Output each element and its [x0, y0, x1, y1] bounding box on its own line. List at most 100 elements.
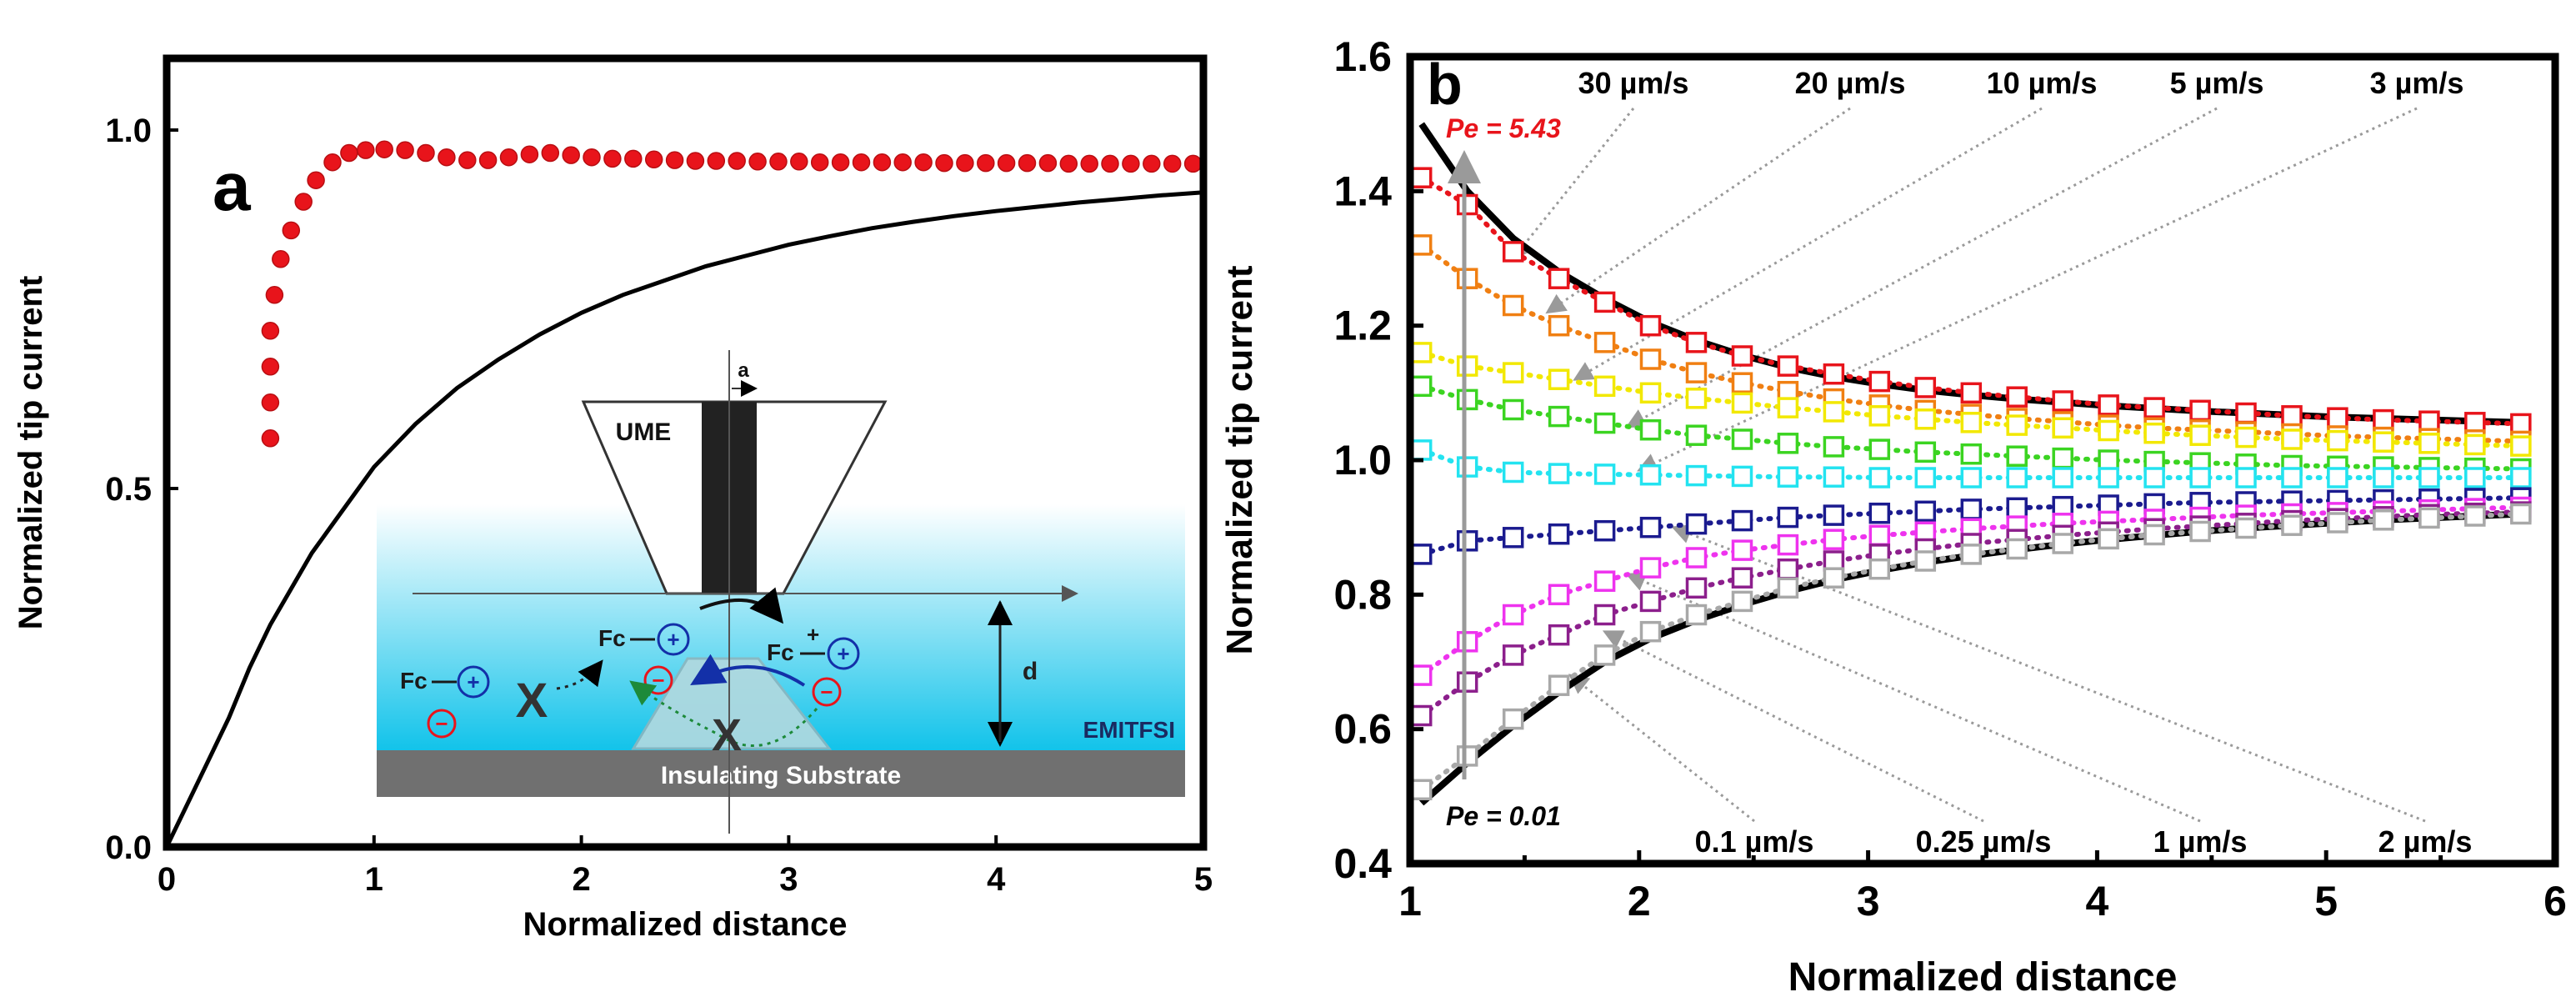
- b-data-point: [2418, 467, 2440, 488]
- a-data-point: [357, 141, 375, 159]
- b-data-point: [1410, 664, 1433, 686]
- b-data-point: [2464, 467, 2486, 488]
- b-x-tick-label: 2: [1628, 878, 1651, 924]
- a-data-point: [686, 152, 705, 170]
- a-theory-curve: [164, 190, 1204, 849]
- b-axes-layer: 1 2 3 4 5 6 0.4 0.6 0.8 1.0 1.2 1.4 1.6: [1333, 33, 2566, 924]
- b-data-point: [1456, 268, 1478, 289]
- b-y-tick-label: 1.0: [1333, 437, 1392, 483]
- a-data-point: [499, 148, 518, 167]
- b-data-point: [1823, 466, 1845, 488]
- b-data-point: [1731, 392, 1753, 414]
- b-x-tick-label: 3: [1857, 878, 1880, 924]
- b-data-point: [1593, 463, 1616, 485]
- a-data-point: [261, 358, 280, 376]
- b-series-layer: [1410, 167, 2532, 801]
- b-top-speed-label: 5 µm/s: [2170, 66, 2264, 100]
- b-data-point: [2373, 408, 2394, 431]
- b-data-point: [1456, 456, 1478, 478]
- b-y-tick-label: 0.8: [1333, 571, 1392, 618]
- b-data-point: [2052, 417, 2073, 439]
- a-data-point: [396, 141, 414, 159]
- b-data-point: [1593, 519, 1616, 542]
- b-y-tick-label: 0.6: [1333, 706, 1392, 753]
- charge-minus-right: −: [820, 679, 833, 704]
- b-top-speed-label: 10 µm/s: [1987, 66, 2098, 100]
- b-data-point: [2510, 435, 2532, 457]
- b-bottom-speed-label: 0.1 µm/s: [1695, 824, 1814, 859]
- b-data-point: [2098, 419, 2119, 442]
- a-data-point: [417, 143, 435, 163]
- panel-a: Insulating Substrate EMITFSI UME a d Fc …: [13, 54, 1213, 943]
- b-data-point: [1456, 631, 1478, 653]
- b-x-tick-label: 6: [2543, 878, 2567, 924]
- b-data-point: [1410, 342, 1433, 363]
- b-data-point: [1868, 405, 1891, 427]
- b-data-point: [1868, 438, 1891, 460]
- b-data-point: [2327, 429, 2348, 452]
- b-data-point: [1548, 463, 1570, 484]
- a-data-point: [1018, 153, 1037, 173]
- b-data-point: [2235, 402, 2257, 424]
- b-data-point: [1685, 513, 1708, 535]
- b-data-point: [2098, 394, 2119, 416]
- species-left: Fc: [400, 668, 428, 694]
- b-top-speed-label: 30 µm/s: [1578, 66, 1689, 100]
- b-data-point: [1410, 375, 1433, 398]
- a-data-point: [997, 153, 1016, 173]
- b-data-point: [2235, 517, 2257, 539]
- inset-schematic: Insulating Substrate EMITFSI UME a d Fc …: [377, 350, 1185, 834]
- b-data-point: [2281, 405, 2303, 427]
- b-data-point: [1639, 620, 1662, 643]
- a-points-layer: [261, 140, 1203, 448]
- b-data-point: [1593, 570, 1616, 592]
- a-data-point: [541, 143, 560, 163]
- b-data-point: [1777, 466, 1799, 488]
- charge-plus-left: +: [467, 669, 479, 694]
- b-data-point: [1777, 534, 1799, 556]
- b-data-point: [1731, 509, 1753, 532]
- a-data-point: [624, 149, 643, 168]
- radius-label: a: [738, 359, 749, 382]
- b-data-point: [1823, 504, 1845, 526]
- b-data-point: [1593, 412, 1616, 434]
- a-x-tick-label: 2: [572, 861, 590, 898]
- b-bottom-speed-label: 2 µm/s: [2378, 824, 2473, 859]
- a-data-point: [1038, 153, 1058, 173]
- b-data-point: [1639, 348, 1662, 370]
- b-data-point: [2373, 431, 2394, 453]
- a-data-point: [831, 153, 850, 172]
- b-speed-labels: 30 µm/s 20 µm/s 10 µm/s 5 µm/s 3 µm/s 0.1 µm/…: [1578, 66, 2473, 859]
- b-data-point: [1639, 516, 1662, 539]
- b-data-point: [1731, 345, 1753, 367]
- a-data-point: [458, 151, 477, 169]
- b-leader-lines: [1511, 107, 2426, 823]
- regeneration-arrow: [690, 654, 806, 687]
- y-axis-title-a: Normalized tip current: [13, 276, 49, 630]
- b-data-point: [1456, 745, 1478, 767]
- a-data-point: [769, 153, 788, 171]
- b-data-point: [1868, 467, 1891, 488]
- a-data-point: [603, 149, 622, 168]
- b-data-point: [1960, 544, 1983, 565]
- charge-plus-right: +: [837, 641, 849, 666]
- b-data-point: [1593, 644, 1616, 666]
- b-data-point: [2006, 497, 2028, 519]
- b-data-point: [2418, 433, 2440, 454]
- b-data-point: [2006, 414, 2028, 436]
- b-data-point: [1731, 465, 1753, 488]
- b-data-point: [1685, 362, 1708, 383]
- b-data-point: [1639, 463, 1662, 486]
- a-data-point: [282, 221, 301, 240]
- a-data-point: [810, 153, 829, 172]
- b-data-point: [1777, 558, 1799, 580]
- b-top-speed-label: 20 µm/s: [1795, 66, 1906, 100]
- pe-low-label: Pe = 0.01: [1446, 801, 1561, 831]
- b-data-point: [2510, 467, 2532, 488]
- b-data-point: [1456, 193, 1478, 216]
- b-data-point: [1685, 577, 1708, 599]
- b-data-point: [1777, 506, 1799, 529]
- b-data-point: [2098, 467, 2119, 488]
- a-data-point: [852, 153, 871, 172]
- a-data-point: [728, 152, 746, 170]
